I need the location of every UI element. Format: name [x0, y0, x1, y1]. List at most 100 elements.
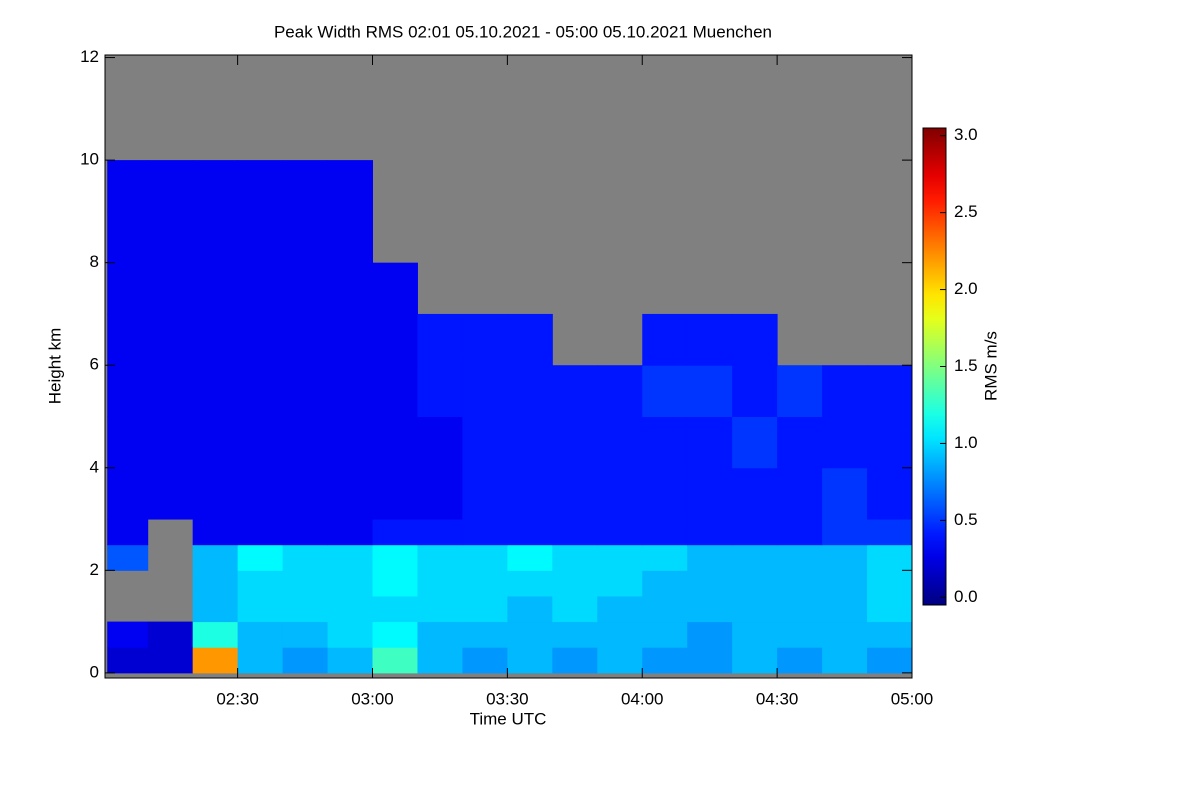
heatmap-cell: [372, 365, 418, 417]
heatmap-cell: [867, 570, 913, 597]
heatmap-cell: [507, 313, 553, 366]
heatmap-cell: [327, 262, 374, 315]
heatmap-cell: [282, 365, 329, 417]
heatmap-cell: [597, 595, 643, 623]
heatmap-cell: [867, 595, 913, 623]
heatmap-cell: [237, 211, 284, 264]
x-tick-label: 05:00: [891, 689, 934, 708]
heatmap-cell: [192, 621, 239, 648]
heatmap-cell: [822, 544, 868, 571]
heatmap-cell: [462, 467, 508, 520]
colorbar-tick-label: 1.5: [954, 356, 978, 375]
heatmap-cell: [507, 519, 553, 546]
y-tick-label: 8: [90, 252, 99, 271]
heatmap-cell: [237, 313, 284, 366]
heatmap-cell: [282, 570, 329, 597]
heatmap-cell: [192, 519, 239, 546]
heatmap-cell: [147, 365, 194, 417]
heatmap-cell: [327, 544, 374, 571]
heatmap-cell: [237, 365, 284, 417]
heatmap-cell: [642, 467, 688, 520]
heatmap-cell: [822, 595, 868, 623]
heatmap-cell: [237, 467, 284, 520]
heatmap-cell: [192, 262, 239, 315]
colorbar-tick-label: 2.0: [954, 279, 978, 298]
heatmap-cell: [417, 467, 463, 520]
heatmap-cell: [507, 365, 553, 417]
heatmap-cell: [552, 621, 598, 648]
heatmap-cell: [552, 519, 598, 546]
heatmap-cell: [732, 365, 778, 417]
heatmap-cell: [822, 570, 868, 597]
heatmap-cell: [372, 416, 418, 469]
heatmap-cell: [507, 544, 553, 571]
heatmap-cell: [462, 595, 508, 623]
heatmap-cell: [417, 621, 463, 648]
heatmap-cell: [732, 519, 778, 546]
heatmap-cell: [107, 160, 149, 212]
heatmap-cell: [282, 519, 329, 546]
heatmap-cell: [237, 621, 284, 648]
heatmap-cell: [777, 621, 823, 648]
heatmap-cell: [777, 544, 823, 571]
heatmap-cell: [237, 647, 284, 674]
chart-title: Peak Width RMS 02:01 05.10.2021 - 05:00 …: [274, 22, 772, 41]
heatmap-cell: [107, 621, 149, 648]
heatmap-cell: [147, 467, 194, 520]
heatmap-cell: [327, 467, 374, 520]
heatmap-cell: [147, 647, 194, 674]
heatmap-cell: [107, 467, 149, 520]
heatmap-cell: [147, 416, 194, 469]
y-axis-label: Height km: [45, 328, 64, 405]
colorbar-label: RMS m/s: [981, 331, 1000, 401]
heatmap-cell: [327, 621, 374, 648]
heatmap-cell: [597, 621, 643, 648]
heatmap-cell: [237, 262, 284, 315]
heatmap-cell: [732, 313, 778, 366]
heatmap-cell: [327, 211, 374, 264]
heatmap-cell: [417, 647, 463, 674]
x-tick-label: 04:00: [621, 689, 664, 708]
heatmap-cell: [822, 365, 868, 417]
heatmap-cell: [192, 595, 239, 623]
heatmap-cell: [822, 647, 868, 674]
heatmap-cell: [107, 262, 149, 315]
colorbar-tick-label: 3.0: [954, 125, 978, 144]
heatmap-cell: [732, 647, 778, 674]
y-tick-label: 6: [90, 355, 99, 374]
heatmap-cell: [462, 544, 508, 571]
heatmap-cell: [777, 365, 823, 417]
heatmap-cell: [372, 595, 418, 623]
x-tick-label: 03:30: [486, 689, 529, 708]
heatmap-cell: [417, 313, 463, 366]
heatmap-cell: [642, 544, 688, 571]
y-tick-label: 0: [90, 662, 99, 681]
heatmap-cell: [822, 467, 868, 520]
heatmap-cell: [552, 416, 598, 469]
heatmap-cell: [107, 211, 149, 264]
heatmap-cell: [192, 160, 239, 212]
heatmap-cell: [107, 416, 149, 469]
heatmap-cell: [822, 416, 868, 469]
heatmap-cell: [327, 416, 374, 469]
heatmap-cell: [237, 519, 284, 546]
x-tick-label: 04:30: [756, 689, 799, 708]
heatmap-cell: [462, 621, 508, 648]
heatmap-cell: [237, 416, 284, 469]
y-tick-label: 4: [90, 457, 99, 476]
heatmap-cell: [282, 467, 329, 520]
heatmap-cell: [192, 544, 239, 571]
heatmap-cell: [147, 262, 194, 315]
heatmap-cell: [282, 621, 329, 648]
heatmap-cell: [327, 365, 374, 417]
heatmap-cell: [417, 416, 463, 469]
colorbar-tick-label: 0.5: [954, 510, 978, 529]
heatmap-cell: [417, 595, 463, 623]
heatmap-cell: [642, 595, 688, 623]
x-tick-label: 02:30: [216, 689, 259, 708]
heatmap-cell: [417, 519, 463, 546]
x-axis-label: Time UTC: [470, 709, 547, 728]
heatmap-cell: [597, 365, 643, 417]
y-tick-label: 2: [90, 560, 99, 579]
